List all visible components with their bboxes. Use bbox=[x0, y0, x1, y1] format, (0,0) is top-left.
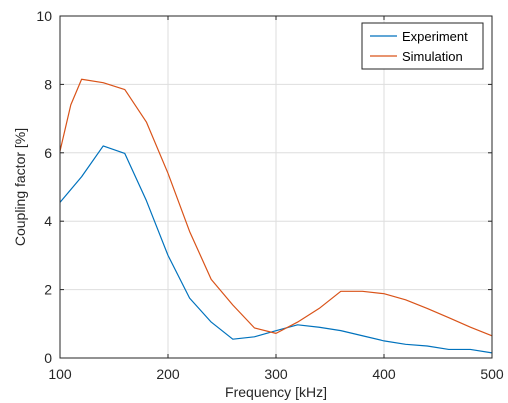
x-tick-label: 100 bbox=[48, 366, 72, 382]
y-tick-label: 2 bbox=[44, 282, 52, 298]
y-tick-label: 0 bbox=[44, 350, 52, 366]
x-tick-label: 200 bbox=[156, 366, 180, 382]
series-line-simulation bbox=[59, 78, 493, 337]
legend-label: Experiment bbox=[402, 29, 468, 44]
y-tick-label: 6 bbox=[44, 145, 52, 161]
x-tick-label: 500 bbox=[480, 366, 504, 382]
legend-box bbox=[361, 22, 484, 70]
ticks: 100 200 300 400 500 0 2 4 6 8 10 bbox=[36, 8, 503, 382]
y-tick-label: 8 bbox=[44, 76, 52, 92]
y-tick-label: 10 bbox=[36, 8, 52, 24]
y-tick-label: 4 bbox=[44, 213, 52, 229]
series-lines bbox=[59, 78, 493, 354]
x-tick-label: 300 bbox=[264, 366, 288, 382]
y-axis-label: Coupling factor [%] bbox=[12, 128, 28, 246]
series-line-experiment bbox=[59, 145, 493, 354]
x-axis-label: Frequency [kHz] bbox=[225, 384, 327, 400]
legend: Experiment Simulation bbox=[361, 22, 484, 70]
x-tick-label: 400 bbox=[372, 366, 396, 382]
grid bbox=[60, 16, 492, 358]
legend-label: Simulation bbox=[402, 49, 463, 64]
